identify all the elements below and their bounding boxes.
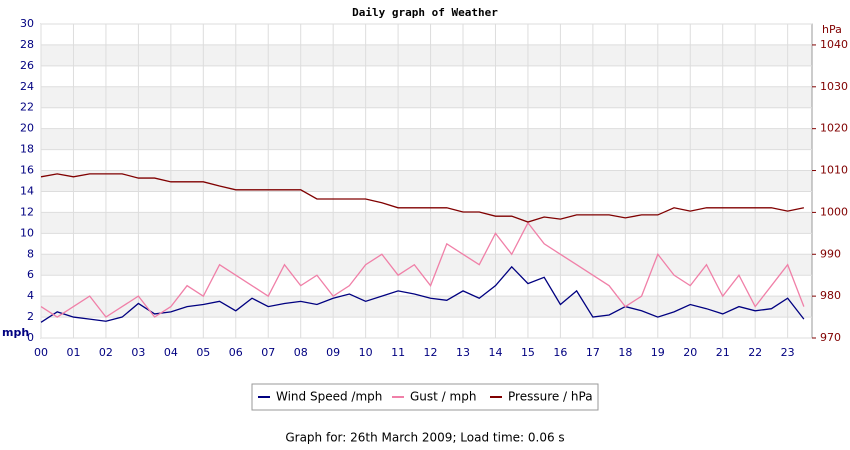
y-tick-label: 14: [20, 184, 34, 197]
legend-label: Wind Speed /mph: [276, 390, 382, 404]
x-tick-label: 23: [781, 346, 795, 359]
y-tick-label: 12: [20, 205, 34, 218]
x-tick-label: 17: [586, 346, 600, 359]
x-tick-label: 03: [131, 346, 145, 359]
y2-tick-label: 990: [820, 247, 841, 260]
y-tick-label: 26: [20, 59, 34, 72]
y2-tick-label: 1010: [820, 164, 848, 177]
legend-box: [251, 383, 599, 411]
y-tick-label: 28: [20, 38, 34, 51]
x-tick-label: 13: [456, 346, 470, 359]
series-line: [40, 221, 805, 318]
x-tick-label: 02: [99, 346, 113, 359]
x-tick-label: 12: [424, 346, 438, 359]
x-tick-label: 06: [229, 346, 243, 359]
y2-tick-label: 1020: [820, 122, 848, 135]
x-tick-label: 10: [359, 346, 373, 359]
footer: Graph for: 26th March 2009; Load time: 0…: [285, 431, 564, 445]
grid-band: [41, 44, 812, 66]
y-tick-label: 6: [27, 268, 34, 281]
x-tick-label: 19: [651, 346, 665, 359]
grid-band: [41, 212, 812, 234]
y-tick-label: 10: [20, 226, 34, 239]
y2-tick-label: 980: [820, 289, 841, 302]
y-tick-label: 22: [20, 101, 34, 114]
y-tick-label: 30: [20, 17, 34, 30]
x-tick-label: 15: [521, 346, 535, 359]
legend-label: Gust / mph: [410, 390, 476, 404]
x-tick-label: 20: [683, 346, 697, 359]
y2-tick-label: 970: [820, 331, 841, 344]
x-tick-label: 21: [716, 346, 730, 359]
grid-band: [41, 296, 812, 318]
y-tick-label: 20: [20, 122, 34, 135]
y-tick-label: 16: [20, 164, 34, 177]
grid-band: [41, 86, 812, 108]
x-tick-label: 01: [66, 346, 80, 359]
y2-tick-label: 1000: [820, 205, 848, 218]
grid-band: [41, 254, 812, 276]
series-line: [40, 173, 805, 223]
chart-title: Daily graph of Weather: [352, 6, 498, 19]
legend-label: Pressure / hPa: [508, 390, 593, 404]
y-tick-label: 18: [20, 143, 34, 156]
y-tick-label: 2: [27, 310, 34, 323]
x-tick-label: 16: [553, 346, 567, 359]
x-tick-label: 07: [261, 346, 275, 359]
y2-tick-label: 1030: [820, 80, 848, 93]
x-tick-label: 08: [294, 346, 308, 359]
y2-tick-label: 1040: [820, 38, 848, 51]
y-tick-label: 8: [27, 247, 34, 260]
y-tick-label: 4: [27, 289, 34, 302]
y-tick-label: 0: [27, 331, 34, 344]
y-axis-label: mph: [2, 326, 29, 339]
x-tick-label: 18: [618, 346, 632, 359]
y-tick-label: 24: [20, 80, 34, 93]
grid-band: [41, 128, 812, 150]
x-tick-label: 04: [164, 346, 178, 359]
grid-band: [41, 170, 812, 192]
x-tick-label: 11: [391, 346, 405, 359]
x-tick-label: 09: [326, 346, 340, 359]
y2-axis-label: hPa: [822, 23, 842, 36]
x-tick-label: 22: [748, 346, 762, 359]
x-tick-label: 05: [196, 346, 210, 359]
series-line: [40, 265, 805, 323]
x-tick-label: 00: [34, 346, 48, 359]
x-tick-label: 14: [488, 346, 502, 359]
